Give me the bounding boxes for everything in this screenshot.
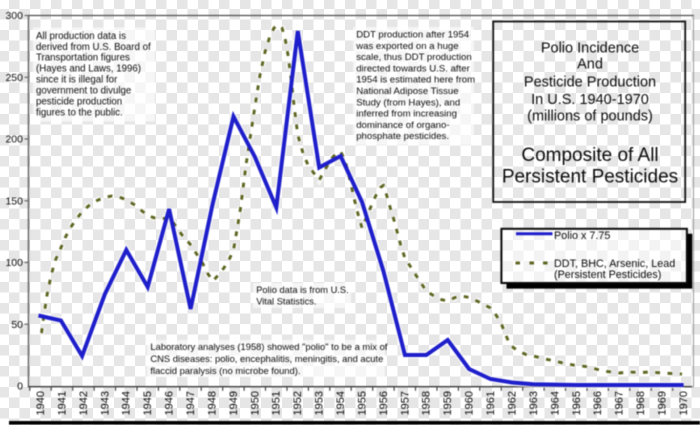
svg-text:0: 0 [17,381,23,393]
svg-text:All production data is: All production data is [36,31,126,42]
svg-text:50: 50 [11,319,23,331]
svg-text:Laboratory analyses (1958) sho: Laboratory analyses (1958) showed "polio… [150,341,387,352]
svg-text:1946: 1946 [164,391,176,415]
svg-text:directed towards U.S. after: directed towards U.S. after [356,63,470,74]
svg-text:figures to the public.: figures to the public. [36,107,123,118]
svg-text:was exported on a huge: was exported on a huge [355,41,458,52]
svg-text:derived from U.S. Board of: derived from U.S. Board of [36,42,151,53]
svg-text:150: 150 [5,195,23,207]
svg-text:1947: 1947 [185,391,197,415]
svg-text:1960: 1960 [464,391,476,415]
svg-text:1954: 1954 [335,391,347,415]
svg-text:1969: 1969 [657,391,669,415]
svg-text:1943: 1943 [99,391,111,415]
svg-text:1942: 1942 [78,391,90,415]
svg-text:1956: 1956 [378,391,390,415]
svg-text:200: 200 [5,134,23,146]
svg-text:1954 is estimated here from: 1954 is estimated here from [356,75,475,86]
svg-text:1968: 1968 [635,391,647,415]
svg-text:(millions of pounds): (millions of pounds) [527,109,653,125]
svg-text:DDT, BHC, Arsenic, Lead: DDT, BHC, Arsenic, Lead [554,258,675,270]
svg-text:Composite of All: Composite of All [521,145,658,166]
svg-text:CNS diseases: polio, encephali: CNS diseases: polio, encephalitis, menin… [150,353,383,364]
svg-text:(Persistent Pesticides): (Persistent Pesticides) [554,269,661,281]
svg-text:1961: 1961 [485,391,497,415]
svg-text:1959: 1959 [442,391,454,415]
svg-text:1952: 1952 [292,391,304,415]
svg-text:DDT production after 1954: DDT production after 1954 [356,30,470,41]
svg-text:1950: 1950 [249,391,261,415]
svg-text:flaccid paralysis (no microbe: flaccid paralysis (no microbe found). [150,365,300,376]
svg-text:1953: 1953 [314,391,326,415]
svg-text:Vital Statistics.: Vital Statistics. [256,296,316,306]
svg-text:In U.S. 1940-1970: In U.S. 1940-1970 [531,92,649,108]
svg-text:pesticide production: pesticide production [36,97,122,108]
svg-text:And: And [577,57,603,73]
svg-text:1966: 1966 [592,391,604,415]
svg-text:National Adipose Tissue: National Adipose Tissue [356,86,458,97]
svg-text:1955: 1955 [356,391,368,415]
svg-text:1940: 1940 [35,391,47,415]
svg-text:1951: 1951 [271,391,283,415]
svg-text:1962: 1962 [507,391,519,415]
svg-text:100: 100 [5,257,23,269]
svg-text:1941: 1941 [56,391,68,415]
svg-text:1967: 1967 [614,391,626,415]
svg-text:Transportation figures: Transportation figures [36,53,130,64]
svg-text:1945: 1945 [142,391,154,415]
svg-text:scale, thus DDT production: scale, thus DDT production [356,52,472,63]
svg-text:1944: 1944 [121,391,133,415]
svg-text:(Hayes and Laws, 1996): (Hayes and Laws, 1996) [36,64,141,75]
svg-text:300: 300 [5,10,23,22]
svg-text:dominance of organo-: dominance of organo- [356,120,449,131]
svg-text:1958: 1958 [421,391,433,415]
svg-text:1965: 1965 [571,391,583,415]
svg-text:government to divulge: government to divulge [36,86,131,97]
svg-text:Study (from Hayes), and: Study (from Hayes), and [356,97,460,108]
svg-text:Pesticide Production: Pesticide Production [524,75,656,91]
svg-text:phosphate pesticides.: phosphate pesticides. [356,131,449,142]
svg-text:1957: 1957 [399,391,411,415]
svg-text:1963: 1963 [528,391,540,415]
svg-text:Polio Incidence: Polio Incidence [541,41,639,57]
svg-text:Polio data is from U.S.: Polio data is from U.S. [256,285,349,295]
svg-text:inferred from increasing: inferred from increasing [356,109,457,120]
svg-text:Persistent Pesticides: Persistent Pesticides [502,167,678,188]
svg-text:since it is illegal for: since it is illegal for [36,75,118,86]
svg-text:1970: 1970 [678,391,690,415]
svg-text:1964: 1964 [549,391,561,415]
svg-text:1948: 1948 [206,391,218,415]
svg-text:250: 250 [5,72,23,84]
svg-text:1949: 1949 [228,391,240,415]
svg-text:Polio x 7.75: Polio x 7.75 [554,230,610,242]
